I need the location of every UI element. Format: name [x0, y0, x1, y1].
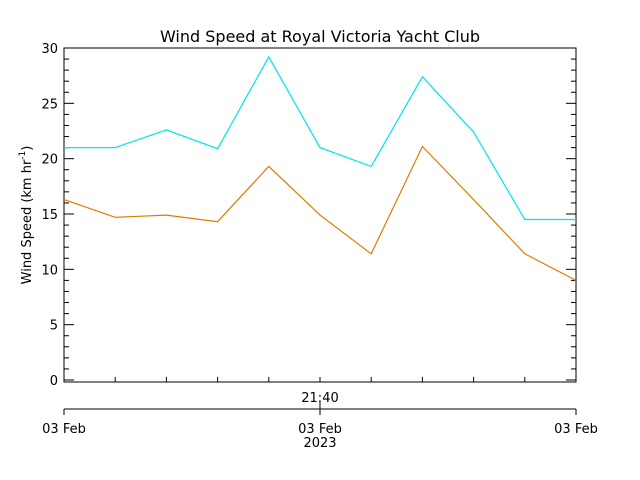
- y-tick-label: 20: [41, 153, 58, 168]
- date-tick-label: 03 Feb: [42, 422, 86, 437]
- y-axis-ticks: [63, 47, 577, 382]
- chart-title: Wind Speed at Royal Victoria Yacht Club: [160, 27, 480, 46]
- y-axis-label-superscript: -1: [18, 151, 28, 160]
- y-axis-label: Wind Speed (km hr-1): [18, 146, 35, 285]
- year-label: 2023: [303, 436, 336, 451]
- date-tick-label: 03 Feb: [554, 422, 598, 437]
- y-tick-label: 30: [41, 42, 58, 57]
- y-tick-label: 15: [41, 208, 58, 223]
- date-tick-label: 03 Feb: [298, 422, 342, 437]
- y-axis-label-close: ): [20, 146, 35, 151]
- series-lines: [63, 55, 577, 281]
- y-tick-label: 10: [41, 263, 58, 278]
- y-tick-label: 5: [50, 319, 58, 334]
- y-tick-label: 25: [41, 97, 58, 112]
- y-tick-label: 0: [50, 374, 58, 389]
- y-axis-tick-labels: 0 5 10 15 20 25 30: [41, 42, 58, 389]
- y-axis-label-text: Wind Speed (km hr: [20, 159, 35, 284]
- series-line-1: [64, 55, 576, 221]
- series-line-2: [63, 145, 577, 281]
- time-tick-label: 21:40: [301, 391, 338, 406]
